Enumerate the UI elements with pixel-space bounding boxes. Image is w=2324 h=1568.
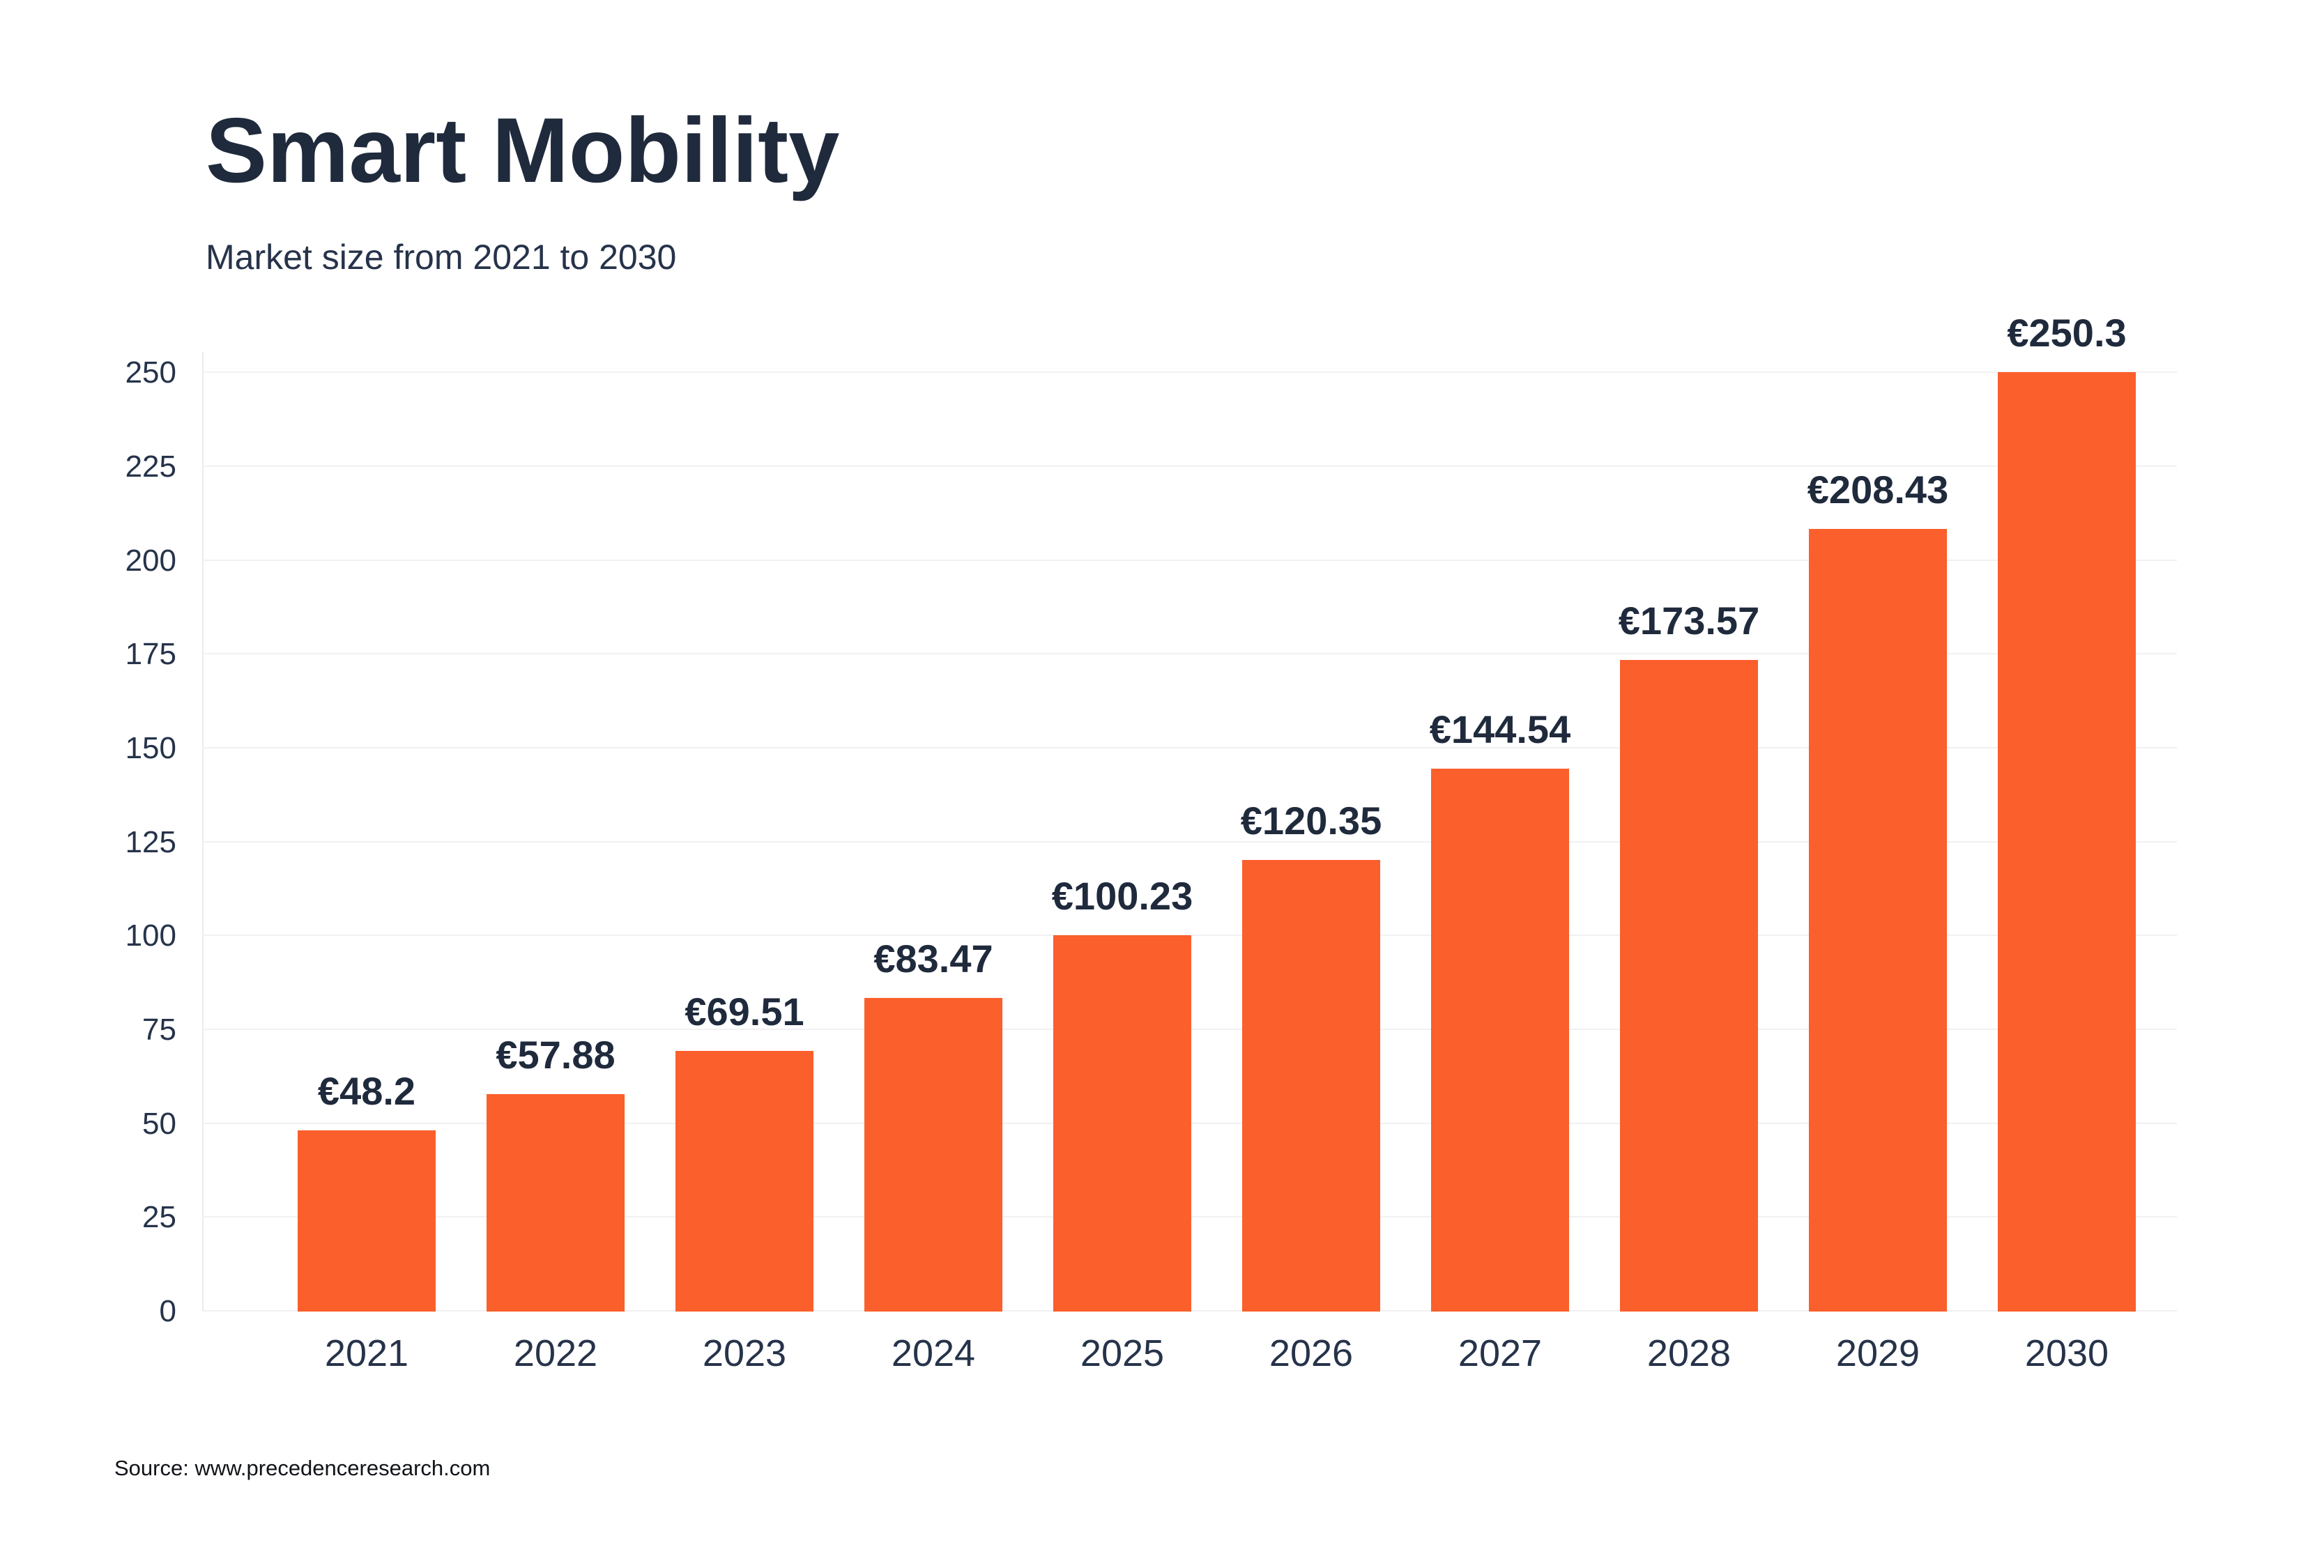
bar-value-label-2022: €57.88 <box>496 1033 616 1077</box>
x-tick-label-2022: 2022 <box>513 1332 598 1374</box>
bar-2025 <box>1053 935 1191 1312</box>
y-tick-label-100: 100 <box>125 918 176 953</box>
bar-2023 <box>675 1051 813 1312</box>
bar-2021 <box>298 1130 436 1312</box>
x-tick-label-2024: 2024 <box>891 1332 976 1374</box>
gridline-150 <box>202 746 2177 748</box>
bar-2024 <box>864 998 1002 1312</box>
bar-value-label-2024: €83.47 <box>873 937 993 981</box>
bar-value-label-2021: €48.2 <box>317 1069 416 1113</box>
gridline-200 <box>202 559 2177 561</box>
x-tick-label-2023: 2023 <box>702 1332 787 1374</box>
bar-2026 <box>1242 860 1380 1312</box>
bar-value-label-2025: €100.23 <box>1051 874 1193 918</box>
x-tick-label-2029: 2029 <box>1835 1332 1920 1374</box>
y-tick-label-50: 50 <box>142 1106 176 1141</box>
source-note: Source: www.precedenceresearch.com <box>114 1456 491 1480</box>
chart-header: Smart Mobility Market size from 2021 to … <box>206 105 839 275</box>
y-tick-label-225: 225 <box>125 449 176 484</box>
page-title: Smart Mobility <box>206 99 840 201</box>
bar-value-label-2023: €69.51 <box>685 990 804 1033</box>
y-tick-label-125: 125 <box>125 824 176 859</box>
page-subtitle: Market size from 2021 to 2030 <box>206 238 677 277</box>
y-tick-label-75: 75 <box>142 1012 176 1047</box>
y-tick-label-25: 25 <box>142 1200 176 1235</box>
y-tick-label-250: 250 <box>125 355 176 390</box>
bar-chart-plot-area: 0 25 50 75 100 125 150 175 200 225 250 €48.2 2021 €5… <box>125 314 2177 1372</box>
bar-value-label-2030: €250.3 <box>2007 311 2127 355</box>
bar-value-label-2026: €120.35 <box>1240 799 1382 843</box>
y-axis-line <box>202 352 204 1312</box>
bar-2028 <box>1620 660 1758 1312</box>
x-tick-label-2030: 2030 <box>2024 1332 2109 1374</box>
bars-layer: €48.2 2021 €57.88 2022 €69.51 2023 €83.47 2024 €… <box>202 314 2177 1372</box>
bar-2030 <box>1998 372 2136 1312</box>
y-tick-label-175: 175 <box>125 637 176 672</box>
y-tick-label-0: 0 <box>159 1294 176 1328</box>
x-tick-label-2028: 2028 <box>1646 1332 1731 1374</box>
x-tick-label-2027: 2027 <box>1458 1332 1543 1374</box>
bar-value-label-2028: €173.57 <box>1618 599 1760 643</box>
x-tick-label-2025: 2025 <box>1080 1332 1165 1374</box>
bar-2022 <box>487 1094 625 1312</box>
gridline-175 <box>202 653 2177 655</box>
bar-2029 <box>1809 529 1947 1312</box>
gridline-125 <box>202 840 2177 843</box>
x-tick-label-2021: 2021 <box>324 1332 409 1374</box>
bar-value-label-2029: €208.43 <box>1807 468 1949 512</box>
y-tick-label-150: 150 <box>125 730 176 765</box>
gridline-225 <box>202 465 2177 467</box>
y-tick-label-200: 200 <box>125 543 176 578</box>
bar-2027 <box>1431 769 1569 1312</box>
x-tick-label-2026: 2026 <box>1269 1332 1354 1374</box>
bar-value-label-2027: €144.54 <box>1429 707 1571 751</box>
gridline-250 <box>202 371 2177 374</box>
